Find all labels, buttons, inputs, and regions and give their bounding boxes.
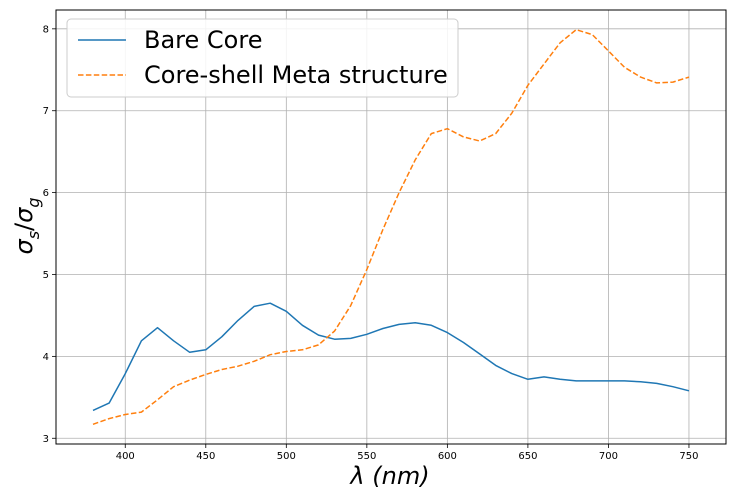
x-tick-label: 600	[438, 451, 457, 462]
legend-label-core-shell: Core-shell Meta structure	[144, 61, 448, 89]
y-tick-label: 7	[43, 106, 49, 117]
y-tick-label: 8	[43, 24, 49, 35]
y-tick-label: 3	[43, 434, 49, 445]
series-line-core-shell	[92, 28, 690, 426]
y-tick-label: 5	[43, 270, 49, 281]
x-axis-label: λ (nm)	[348, 462, 429, 490]
y-tick-label: 4	[43, 352, 49, 363]
x-tick-label: 650	[518, 451, 537, 462]
axis-ticks: 400 450 500 550 600 650 700 750 3 4 5 6 7 8	[43, 24, 699, 462]
legend-box	[66, 18, 459, 98]
x-tick-label: 400	[116, 451, 135, 462]
y-axis-label: σs/σg	[10, 197, 43, 254]
x-tick-label: 500	[277, 451, 296, 462]
legend: Bare Core Core-shell Meta structure	[66, 18, 459, 98]
series-layer	[92, 28, 690, 426]
y-tick-label: 6	[43, 188, 49, 199]
plot-frame	[55, 9, 727, 445]
x-tick-label: 750	[679, 451, 698, 462]
x-tick-label: 700	[599, 451, 618, 462]
x-tick-label: 450	[196, 451, 215, 462]
series-line-bare-core	[92, 302, 690, 412]
legend-label-bare-core: Bare Core	[144, 26, 262, 54]
x-tick-label: 550	[357, 451, 376, 462]
